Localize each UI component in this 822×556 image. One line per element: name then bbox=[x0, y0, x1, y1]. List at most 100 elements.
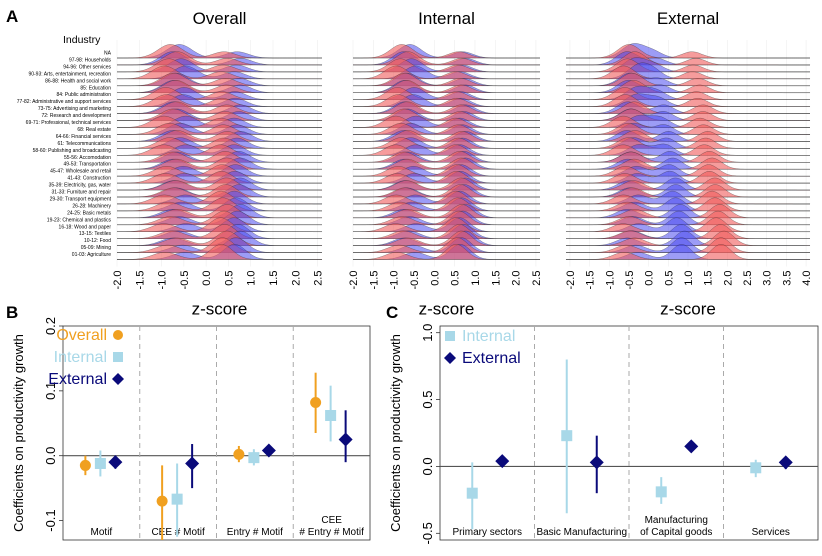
legend-marker bbox=[113, 330, 123, 340]
point-marker bbox=[310, 397, 322, 409]
legend-marker bbox=[113, 352, 123, 362]
legend-marker bbox=[444, 352, 456, 364]
density-red bbox=[116, 190, 323, 205]
density-red bbox=[352, 65, 541, 79]
density-red bbox=[116, 164, 323, 177]
industry-label: 16-18: Wood and paper bbox=[59, 224, 112, 230]
industry-label: 55-56: Accomodation bbox=[64, 155, 111, 161]
density-red bbox=[116, 204, 323, 218]
density-red bbox=[565, 190, 811, 205]
industry-label: 94-96: Other services bbox=[63, 64, 111, 70]
x-tick-label: 0.5 bbox=[223, 271, 235, 286]
y-tick-label: 0.1 bbox=[43, 382, 58, 400]
industry-label: 72: Research and development bbox=[42, 113, 112, 119]
point-marker bbox=[750, 462, 762, 474]
panel-title: External bbox=[657, 9, 719, 28]
industry-label: 77-82: Administrative and support servic… bbox=[17, 99, 112, 105]
industry-header: Industry bbox=[63, 34, 101, 46]
point-marker bbox=[561, 430, 573, 442]
y-axis-label: Coefficients on productivity growth bbox=[388, 334, 403, 532]
legend-label: Internal bbox=[54, 349, 107, 366]
point-marker bbox=[156, 495, 168, 507]
industry-label: 49-53: Transportation bbox=[63, 162, 111, 168]
industry-label: 90-93: Arts, entertainment, recreation bbox=[28, 71, 111, 77]
category-label: # Entry # Motif bbox=[299, 527, 364, 538]
legend-label: External bbox=[48, 371, 107, 388]
category-label: CEE # Motif bbox=[151, 527, 205, 538]
y-tick-label: 0.2 bbox=[43, 317, 58, 335]
density-red bbox=[352, 51, 541, 66]
x-tick-label: -0.5 bbox=[179, 271, 191, 290]
ridge-panel: Overall -2.0 -1.5 -1.0 -0.5 0.0 0.5 1.0 1.5 2.0 2.… bbox=[112, 9, 325, 319]
industry-label: 69-71: Professional, technical services bbox=[26, 120, 112, 126]
industry-label: 31-33: Furniture and repair bbox=[52, 190, 112, 196]
category-label: Primary sectors bbox=[453, 527, 522, 538]
point-marker bbox=[589, 455, 604, 470]
x-tick-label: -2.0 bbox=[348, 271, 360, 290]
x-tick-label: 2.5 bbox=[313, 271, 325, 286]
industry-label: 24-25: Basic metals bbox=[67, 210, 111, 216]
density-red bbox=[352, 217, 541, 232]
x-tick-label: 2.0 bbox=[511, 271, 523, 286]
y-tick-label: 0.0 bbox=[43, 447, 58, 465]
category-label: Motif bbox=[91, 527, 113, 538]
point-marker bbox=[655, 486, 667, 498]
industry-label: 97-98: Households bbox=[69, 57, 111, 63]
x-tick-label: -1.0 bbox=[157, 271, 169, 290]
legend-label: Internal bbox=[462, 328, 515, 345]
point-marker bbox=[325, 409, 337, 421]
density-red bbox=[352, 80, 541, 93]
x-tick-label: -0.5 bbox=[624, 271, 636, 290]
industry-label: 73-75: Advertising and marketing bbox=[38, 106, 111, 112]
industry-label: 45-47: Wholesale and retail bbox=[50, 169, 111, 175]
density-red bbox=[353, 87, 540, 100]
point-marker bbox=[185, 456, 200, 471]
density-red bbox=[352, 164, 541, 177]
industry-label: 19-23: Chemical and plastics bbox=[47, 217, 112, 223]
density-red bbox=[117, 171, 322, 184]
density-red bbox=[565, 177, 811, 191]
density-red bbox=[116, 244, 323, 260]
density-red bbox=[353, 58, 540, 73]
x-tick-label: -0.5 bbox=[409, 271, 421, 290]
density-red bbox=[116, 177, 323, 191]
industry-label: 85: Education bbox=[80, 85, 111, 91]
category-label: Basic Manufacturing bbox=[536, 527, 627, 538]
density-red bbox=[116, 151, 323, 163]
panel-title: Internal bbox=[418, 9, 475, 28]
x-tick-label: 2.5 bbox=[742, 271, 754, 286]
density-red bbox=[352, 244, 541, 260]
density-red bbox=[117, 44, 322, 59]
density-red bbox=[352, 177, 541, 191]
density-red bbox=[353, 171, 540, 184]
y-axis-label: Coefficients on productivity growth bbox=[11, 334, 26, 532]
category-label: Entry # Motif bbox=[227, 527, 283, 538]
point-marker bbox=[778, 455, 793, 470]
x-tick-label: -2.0 bbox=[112, 271, 124, 290]
density-red bbox=[117, 197, 322, 212]
legend-label: External bbox=[462, 350, 521, 367]
category-label: Manufacturing bbox=[645, 515, 708, 526]
density-red bbox=[353, 224, 540, 239]
density-red bbox=[352, 204, 541, 218]
density-red bbox=[353, 44, 540, 59]
density-red bbox=[352, 190, 541, 205]
point-marker bbox=[171, 493, 183, 505]
industry-label: 05-09: Mining bbox=[81, 245, 112, 251]
industry-label: 86-88: Health and social work bbox=[45, 78, 111, 84]
density-red bbox=[566, 210, 810, 225]
point-marker bbox=[338, 432, 353, 447]
x-tick-label: -1.0 bbox=[604, 271, 616, 290]
industry-label: 29-30: Transport equipment bbox=[50, 196, 112, 202]
legend-marker bbox=[112, 373, 124, 385]
x-tick-label: 2.0 bbox=[290, 271, 302, 286]
x-axis-label: z-score bbox=[660, 300, 716, 319]
point-marker bbox=[248, 452, 260, 464]
density-red bbox=[565, 164, 811, 177]
x-tick-label: 0.0 bbox=[644, 271, 656, 286]
density-red bbox=[566, 184, 810, 198]
x-axis-label: z-score bbox=[192, 300, 248, 319]
panel-title: Overall bbox=[193, 9, 247, 28]
industry-label: 35-39: Electricity, gas, water bbox=[49, 183, 112, 189]
